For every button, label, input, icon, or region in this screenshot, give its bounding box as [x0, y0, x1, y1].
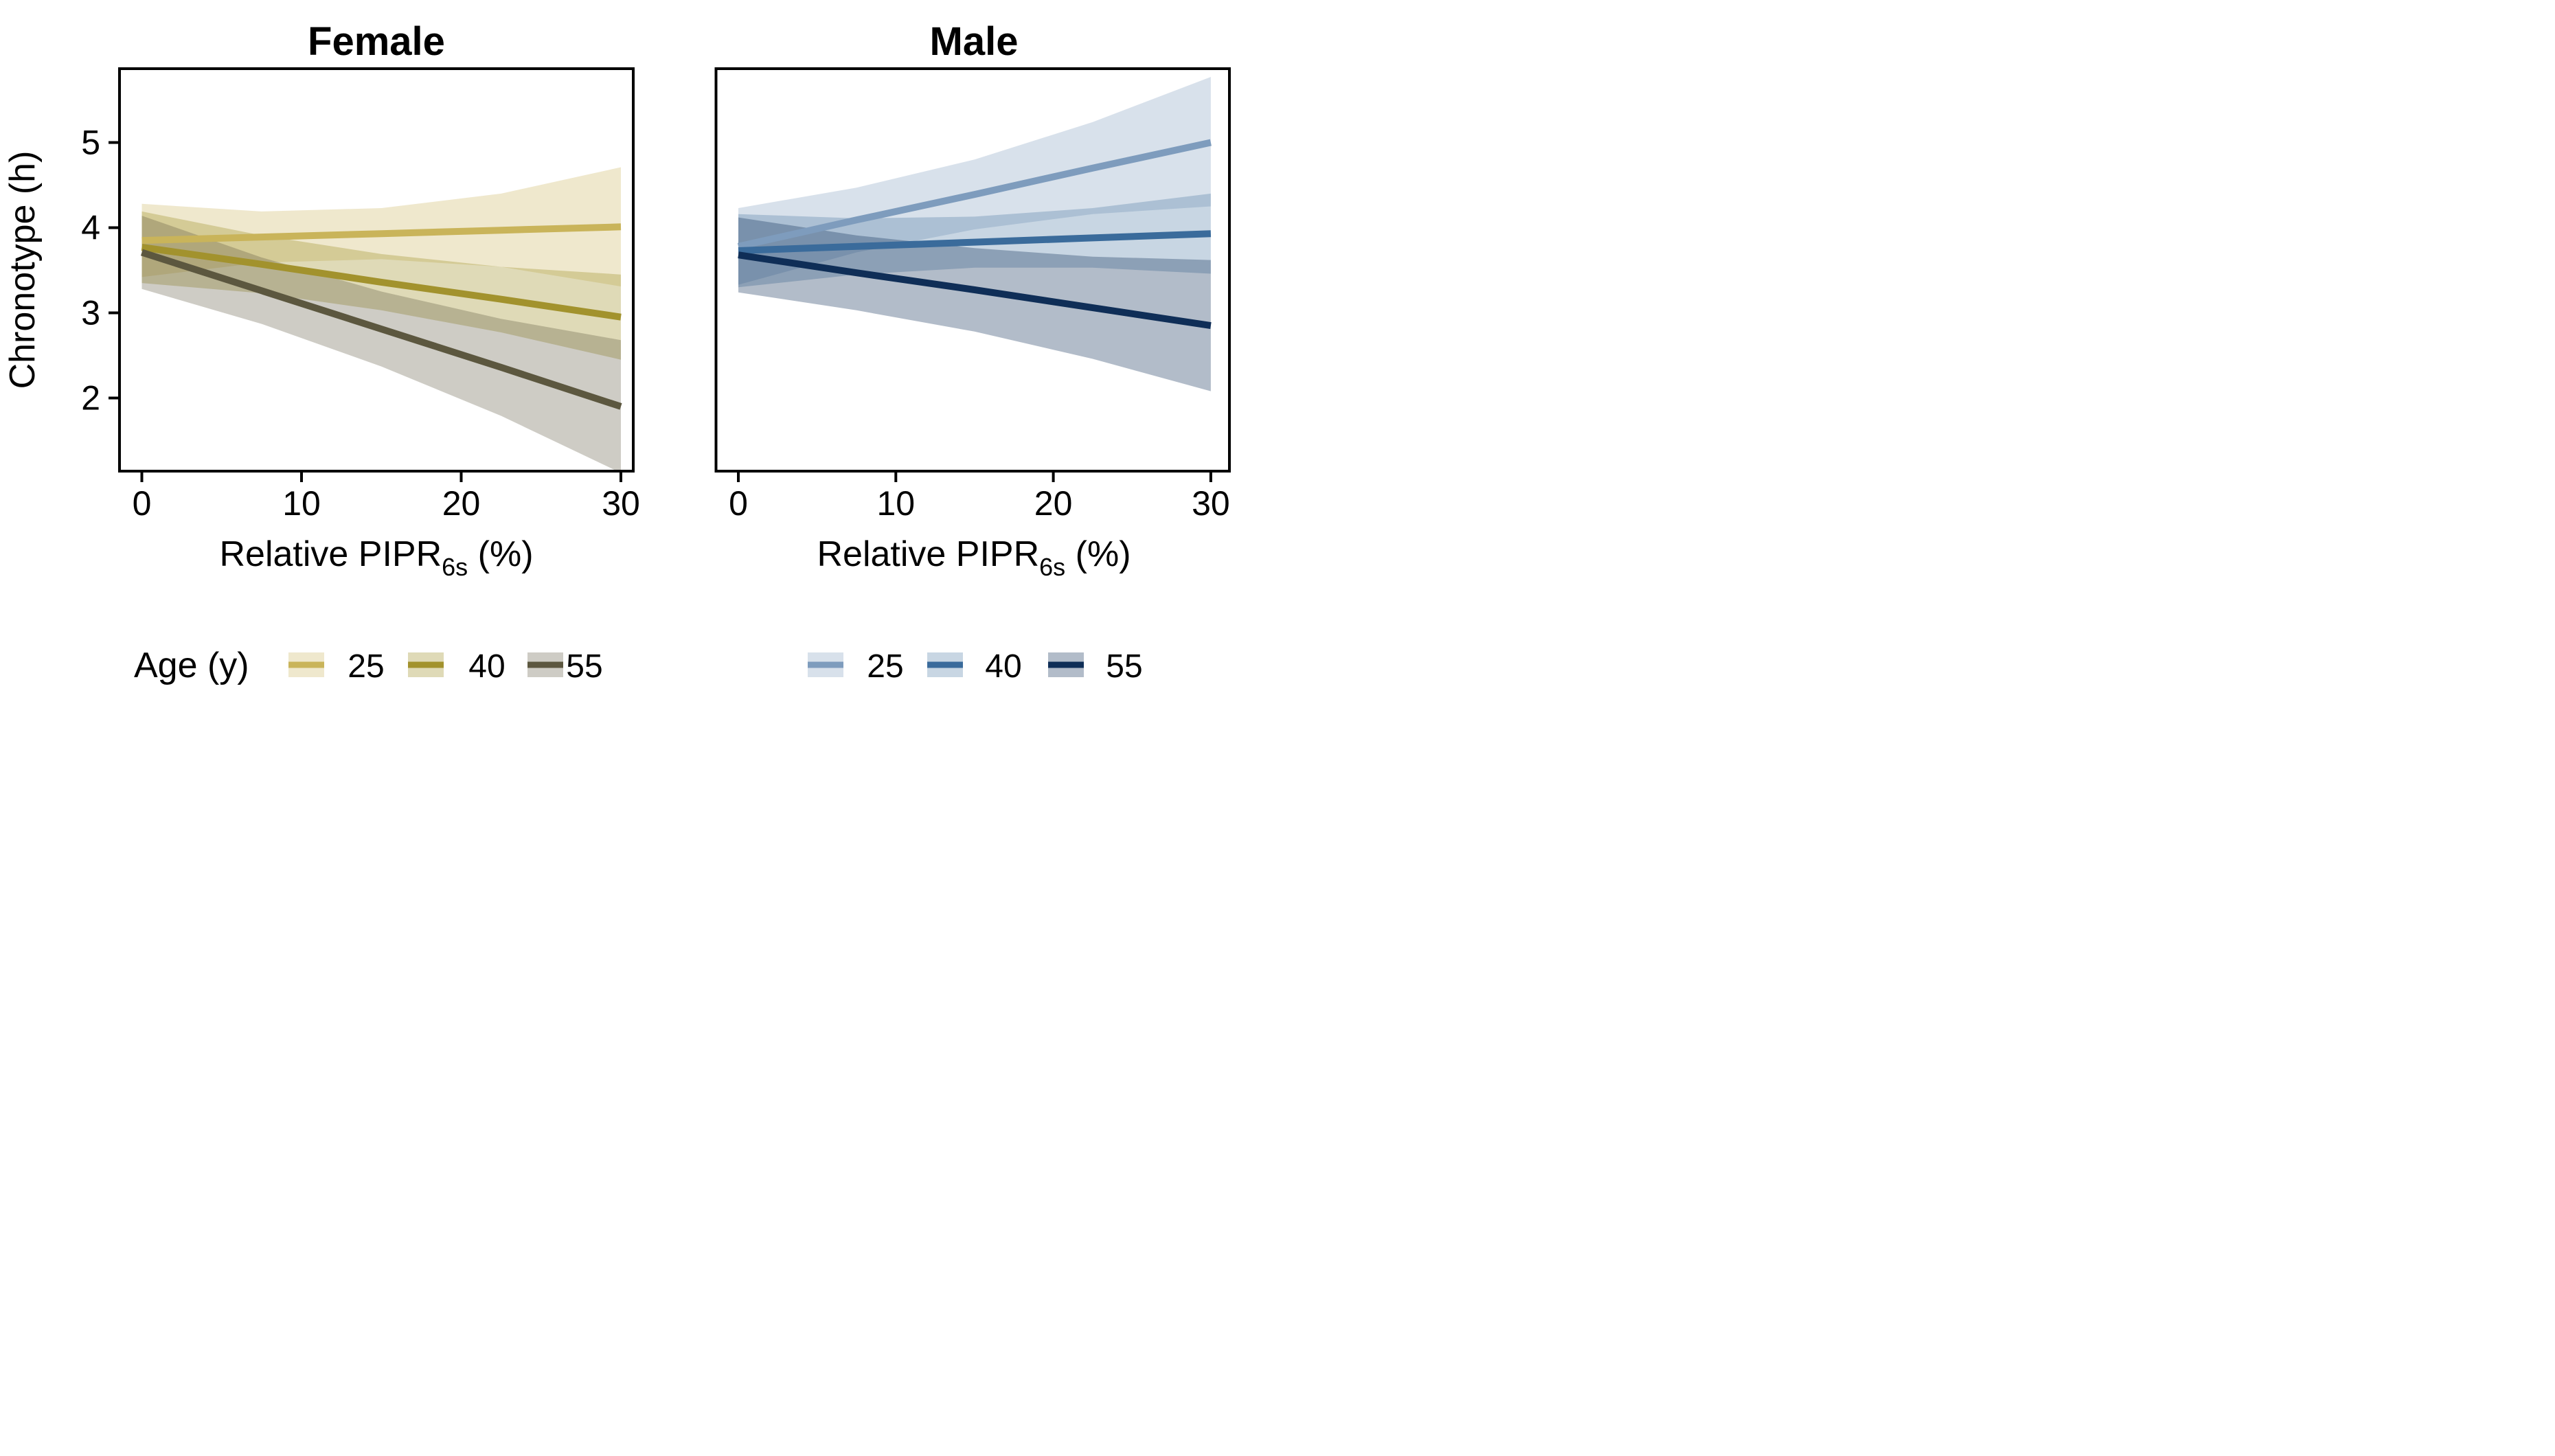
ci-band-25: [141, 167, 621, 287]
x-tick-label-10: 10: [876, 484, 915, 523]
trend-line-40: [738, 230, 1212, 254]
panel-female: 0 10 20 30 5 4 3 2: [81, 67, 640, 523]
x-tick-label-0: 0: [133, 484, 152, 523]
figure-canvas: Female Male 0 10 20 30 5 4 3 2 0 10 20 30 Chronoty…: [3, 19, 1231, 685]
figure: Female Male 0 10 20 30 5 4 3 2 0 10 20 30 Chronoty…: [0, 0, 1278, 728]
x-axis-label-main: Relative PIPR: [219, 534, 442, 574]
x-tick-label-10: 10: [282, 484, 321, 523]
ci-band-55: [141, 216, 621, 471]
panel-male: 0 10 20 30: [714, 67, 1231, 523]
x-tick-label-30: 30: [1192, 484, 1230, 523]
trend-line-55: [140, 249, 622, 410]
panel-title-female: Female: [308, 19, 445, 64]
x-axis-label-unit: (%): [468, 534, 533, 574]
y-axis-label: Chronotype (h): [3, 151, 43, 389]
x-axis-label-male: Relative PIPR6s (%): [817, 534, 1131, 581]
ci-bands: [141, 167, 621, 471]
legend-title: Age (y): [134, 646, 249, 685]
x-tick-label-30: 30: [602, 484, 640, 523]
x-axis-label-subscript: 6s: [442, 553, 468, 581]
x-tick-label-20: 20: [442, 484, 481, 523]
x-axis-label-unit: (%): [1065, 534, 1131, 574]
legend-label-25: 25: [348, 648, 384, 685]
legend-male: 25 40 55: [808, 648, 1143, 685]
legend-female: 25 40 55: [288, 648, 603, 685]
ci-band-25: [738, 77, 1211, 285]
y-tick-label-5: 5: [81, 124, 100, 162]
panel-border: [714, 67, 1231, 473]
legend-label-25: 25: [867, 648, 903, 685]
y-tick-label-4: 4: [81, 209, 100, 247]
ci-band-55: [738, 217, 1211, 391]
x-tick-label-0: 0: [729, 484, 748, 523]
panel-title-male: Male: [930, 19, 1019, 64]
legend-label-55: 55: [566, 648, 602, 685]
x-axis-label-female: Relative PIPR6s (%): [219, 534, 533, 581]
trend-line-40: [141, 244, 622, 321]
trend-line-55: [738, 251, 1212, 330]
panel-border: [118, 67, 635, 473]
y-tick-label-3: 3: [81, 294, 100, 332]
x-axis-label-main: Relative PIPR: [817, 534, 1039, 574]
x-axis-label-subscript: 6s: [1039, 553, 1065, 581]
legend-label-40: 40: [468, 648, 505, 685]
trend-line-25: [141, 223, 622, 244]
trend-line-25: [737, 139, 1212, 250]
y-tick-label-2: 2: [81, 379, 100, 418]
trend-lines: [140, 223, 622, 410]
x-tick-label-20: 20: [1034, 484, 1073, 523]
legend-label-40: 40: [985, 648, 1021, 685]
legend-label-55: 55: [1106, 648, 1142, 685]
trend-lines: [737, 139, 1212, 330]
